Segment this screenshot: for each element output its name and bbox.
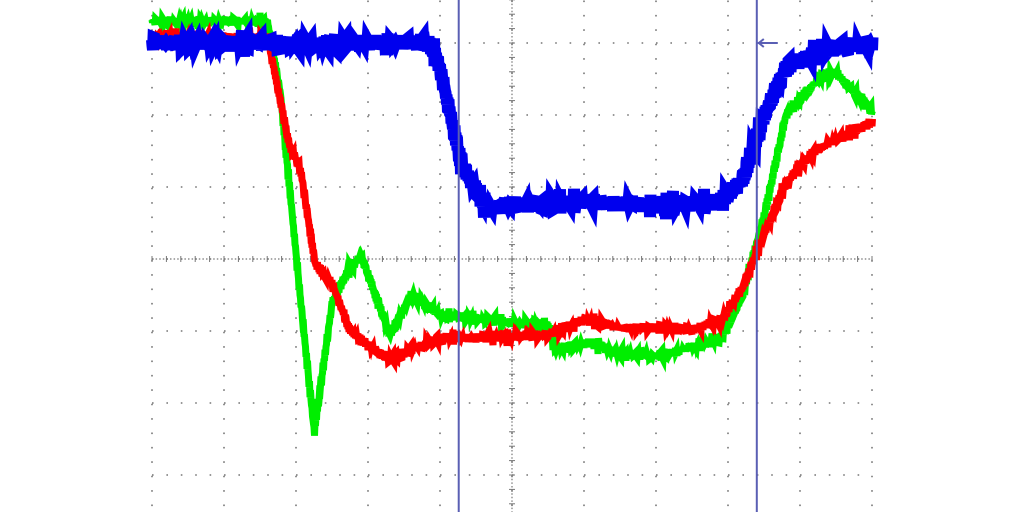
grid <box>151 0 873 512</box>
trace-3 <box>146 17 879 230</box>
level-marker-arrow-icon <box>757 38 765 48</box>
traces <box>146 5 879 436</box>
cursors <box>457 0 778 512</box>
trace-2 <box>148 21 876 374</box>
